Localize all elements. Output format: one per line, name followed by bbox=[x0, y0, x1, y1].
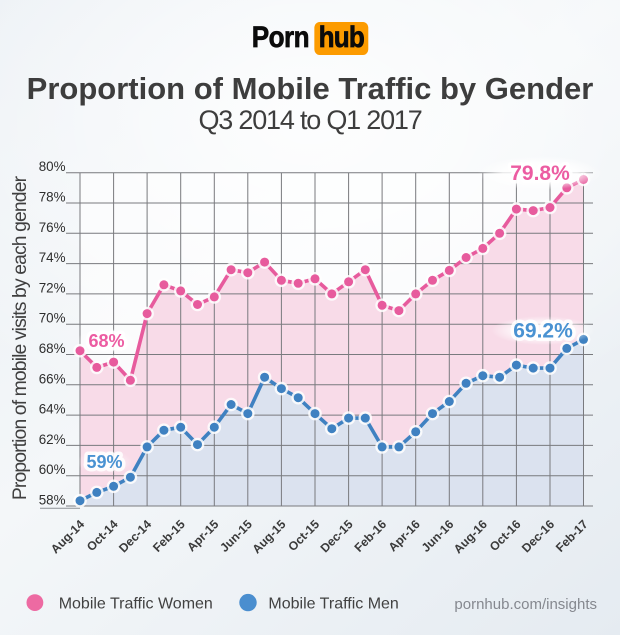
svg-text:78%: 78% bbox=[39, 190, 66, 205]
svg-text:Oct-15: Oct-15 bbox=[285, 517, 322, 554]
svg-text:Aug-14: Aug-14 bbox=[48, 517, 87, 556]
svg-text:62%: 62% bbox=[39, 432, 66, 447]
svg-text:79.8%: 79.8% bbox=[510, 162, 570, 185]
svg-text:Oct-14: Oct-14 bbox=[84, 517, 121, 554]
svg-text:Jun-15: Jun-15 bbox=[217, 517, 255, 555]
svg-text:Apr-15: Apr-15 bbox=[184, 517, 221, 554]
svg-text:72%: 72% bbox=[39, 280, 66, 295]
svg-text:pornhub.com/insights: pornhub.com/insights bbox=[454, 596, 597, 613]
svg-text:Aug-15: Aug-15 bbox=[249, 517, 288, 556]
svg-text:Feb-15: Feb-15 bbox=[150, 517, 188, 555]
svg-text:Mobile Traffic Men: Mobile Traffic Men bbox=[268, 595, 398, 612]
svg-text:Feb-16: Feb-16 bbox=[352, 517, 390, 555]
svg-text:68%: 68% bbox=[88, 331, 124, 351]
svg-text:60%: 60% bbox=[39, 462, 66, 477]
svg-text:76%: 76% bbox=[39, 220, 66, 235]
svg-text:70%: 70% bbox=[39, 311, 66, 326]
svg-text:68%: 68% bbox=[39, 341, 66, 356]
svg-text:58%: 58% bbox=[39, 493, 66, 508]
svg-text:80%: 80% bbox=[39, 159, 66, 174]
svg-text:66%: 66% bbox=[39, 371, 66, 386]
svg-text:Dec-16: Dec-16 bbox=[519, 517, 557, 555]
svg-text:Feb-17: Feb-17 bbox=[553, 517, 591, 555]
svg-text:Dec-14: Dec-14 bbox=[116, 517, 154, 555]
svg-text:Mobile Traffic Women: Mobile Traffic Women bbox=[59, 595, 213, 612]
svg-text:Proportion of mobile visits by: Proportion of mobile visits by each gend… bbox=[9, 175, 31, 500]
svg-text:69.2%: 69.2% bbox=[513, 320, 573, 343]
svg-text:64%: 64% bbox=[39, 402, 66, 417]
svg-text:Apr-16: Apr-16 bbox=[386, 517, 423, 554]
svg-text:Aug-16: Aug-16 bbox=[451, 517, 490, 556]
svg-text:74%: 74% bbox=[39, 250, 66, 265]
svg-text:59%: 59% bbox=[86, 452, 122, 472]
svg-text:Dec-15: Dec-15 bbox=[318, 517, 356, 555]
svg-text:Oct-16: Oct-16 bbox=[487, 517, 524, 554]
svg-text:Jun-16: Jun-16 bbox=[419, 517, 457, 555]
